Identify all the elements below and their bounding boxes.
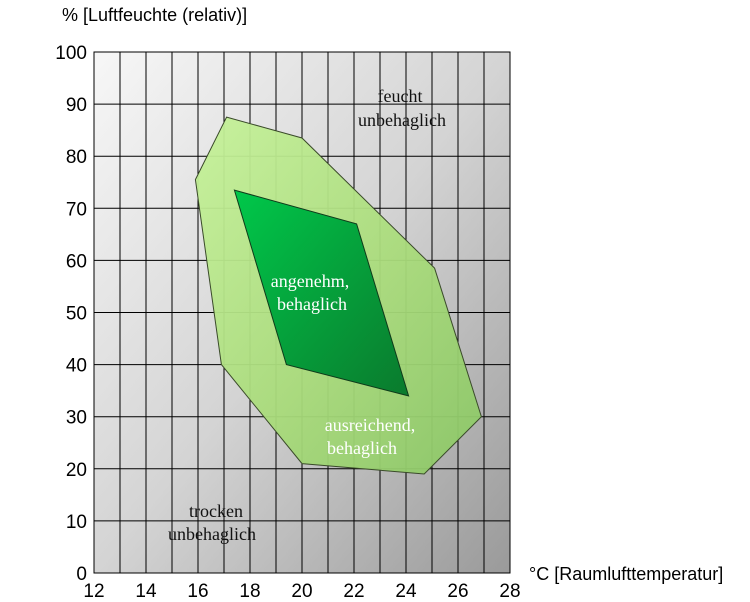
zone-label-ausreichend: ausreichend, behaglich bbox=[325, 415, 415, 458]
region-label-feucht-line2: unbehaglich bbox=[358, 110, 446, 130]
y-tick-label: 20 bbox=[66, 460, 87, 481]
x-axis-label: °C [Raumlufttemperatur] bbox=[529, 564, 723, 584]
x-tick-label: 12 bbox=[83, 581, 104, 602]
zone-label-ausreichend-line2: behaglich bbox=[327, 438, 397, 458]
region-label-trocken: trocken unbehaglich bbox=[168, 501, 256, 544]
y-tick-label: 80 bbox=[66, 147, 87, 168]
zone-angenehm-behaglich bbox=[233, 189, 410, 397]
zone-label-angenehm-line1: angenehm, bbox=[271, 271, 349, 291]
y-axis-ticks: 0 10 20 30 40 50 60 70 80 90 100 bbox=[55, 43, 87, 585]
x-tick-label: 24 bbox=[395, 581, 417, 602]
zone-label-angenehm-line2: behaglich bbox=[277, 294, 347, 314]
region-label-feucht-line1: feucht bbox=[378, 86, 423, 106]
zone-label-angenehm: angenehm, behaglich bbox=[271, 271, 349, 314]
y-tick-label: 60 bbox=[66, 251, 87, 272]
y-tick-label: 40 bbox=[66, 356, 87, 377]
y-tick-label: 10 bbox=[66, 512, 87, 533]
y-tick-label: 100 bbox=[55, 43, 87, 64]
x-axis-ticks: 12 14 16 18 20 22 24 26 28 bbox=[83, 581, 520, 602]
y-tick-label: 90 bbox=[66, 95, 87, 116]
zone-label-ausreichend-line1: ausreichend, bbox=[325, 415, 415, 435]
y-axis-label: % [Luftfeuchte (relativ)] bbox=[62, 5, 247, 25]
region-label-feucht: feucht unbehaglich bbox=[358, 86, 446, 130]
y-tick-label: 50 bbox=[66, 304, 87, 325]
plot-frame bbox=[93, 51, 511, 574]
y-tick-label: 30 bbox=[66, 408, 87, 429]
region-label-trocken-line2: unbehaglich bbox=[168, 524, 256, 544]
x-tick-label: 26 bbox=[447, 581, 468, 602]
x-tick-label: 14 bbox=[135, 581, 157, 602]
x-tick-label: 18 bbox=[239, 581, 260, 602]
x-tick-label: 22 bbox=[343, 581, 364, 602]
region-label-trocken-line1: trocken bbox=[189, 501, 243, 521]
x-tick-label: 20 bbox=[291, 581, 312, 602]
x-tick-label: 28 bbox=[499, 581, 520, 602]
x-tick-label: 16 bbox=[187, 581, 208, 602]
y-tick-label: 0 bbox=[76, 564, 87, 585]
y-tick-label: 70 bbox=[66, 199, 87, 220]
